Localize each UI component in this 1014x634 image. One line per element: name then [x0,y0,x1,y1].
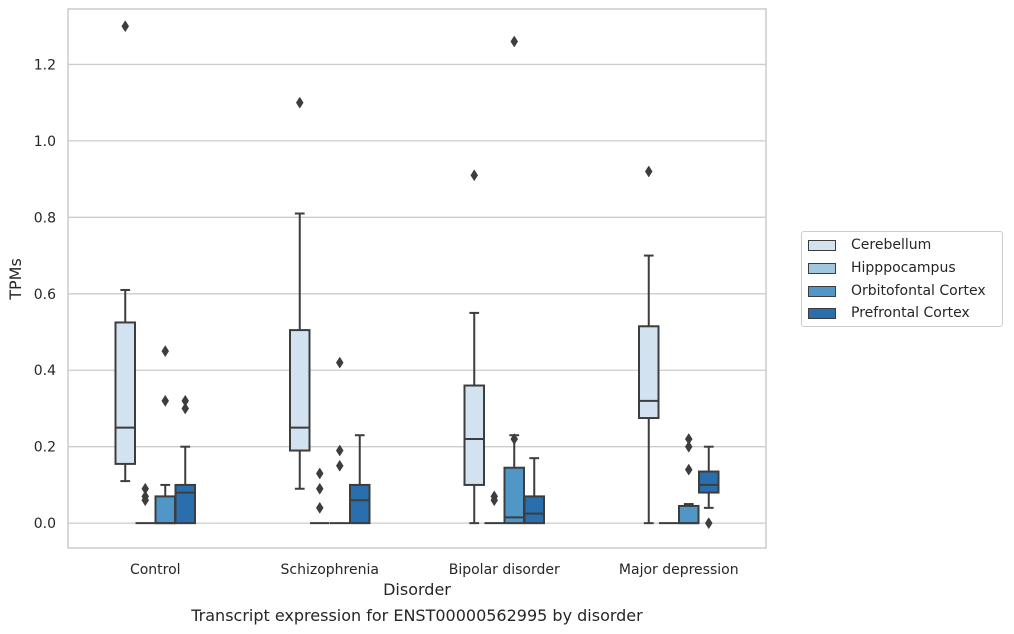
outlier-point [161,345,170,358]
outlier-point [510,35,519,48]
box-plot [289,96,311,490]
outlier-point [315,482,324,495]
y-tick-label: 1.2 [34,57,56,73]
legend-label-hippocampus: Hipppocampus [851,260,956,276]
box-plot [503,35,525,525]
legend-item-orbitofrontal: Orbitofontal Cortex [808,281,986,301]
x-tick-label: Major depression [619,562,739,578]
box-body [503,466,525,525]
box-plot [114,20,136,483]
box-plot [523,457,545,525]
outlier-point [704,517,713,530]
legend-swatch-hippocampus [808,262,836,274]
box-body [154,495,176,525]
y-tick-label: 0.4 [34,363,56,379]
x-axis-label: Disorder [383,580,451,599]
outlier-point [315,467,324,480]
outlier-point [121,20,130,33]
y-tick-label: 0.0 [34,516,56,532]
legend-label-orbitofrontal: Orbitofontal Cortex [851,283,986,299]
box-plot [330,356,350,525]
outlier-point [161,394,170,407]
y-tick-label: 0.6 [34,287,56,303]
outlier-point [644,165,653,178]
box-plot [349,434,371,525]
box-plot [463,169,485,525]
y-tick-labels: 0.0 0.2 0.4 0.6 0.8 1.0 1.2 [34,57,56,532]
legend-label-prefrontal: Prefrontal Cortex [851,305,970,321]
y-tick-label: 0.2 [34,440,56,456]
box-body [678,504,700,525]
box-body [289,329,311,452]
box-plot [678,433,700,525]
legend: Cerebellum Hipppocampus Orbitofontal Cor… [801,231,1003,327]
outlier-point [315,501,324,514]
box-plot [174,394,196,525]
plot-frame [67,8,767,549]
x-tick-label: Control [130,562,181,578]
legend-swatch-cerebellum [808,239,836,251]
y-tick-label: 0.8 [34,210,56,226]
outlier-point [335,356,344,369]
box-body [523,495,545,525]
box-plots [114,20,720,530]
y-tick-label: 1.0 [34,134,56,150]
box-plot [154,345,176,525]
box-body [698,470,720,494]
gridlines [68,63,766,524]
box-body [349,483,371,525]
outlier-point [490,494,499,507]
box-body [463,384,485,486]
outlier-point [295,96,304,109]
box-body [114,321,136,465]
x-tick-label: Bipolar disorder [449,562,560,578]
box-plot [638,165,660,525]
outlier-point [141,494,150,507]
legend-item-cerebellum: Cerebellum [808,235,931,255]
box-plot [135,482,155,525]
box-body [638,325,660,420]
y-axis-label: TPMs [6,258,25,301]
outlier-point [335,459,344,472]
box-body [174,483,196,525]
legend-swatch-orbitofrontal [808,285,836,297]
outlier-point [335,444,344,457]
outlier-point [510,433,519,446]
x-tick-labels: Control Schizophrenia Bipolar disorder Majo… [130,562,739,578]
legend-item-prefrontal: Prefrontal Cortex [808,303,970,323]
legend-swatch-prefrontal [808,307,836,319]
legend-label-cerebellum: Cerebellum [851,237,932,253]
box-plot [310,467,330,525]
outlier-point [684,440,693,453]
outlier-point [684,463,693,476]
outlier-point [470,169,479,182]
x-tick-label: Schizophrenia [281,562,379,578]
outlier-point [181,402,190,415]
legend-item-hippocampus: Hipppocampus [808,258,956,278]
chart-caption: Transcript expression for ENST0000056299… [191,606,643,625]
box-plot [484,490,504,525]
box-plot [698,445,720,530]
